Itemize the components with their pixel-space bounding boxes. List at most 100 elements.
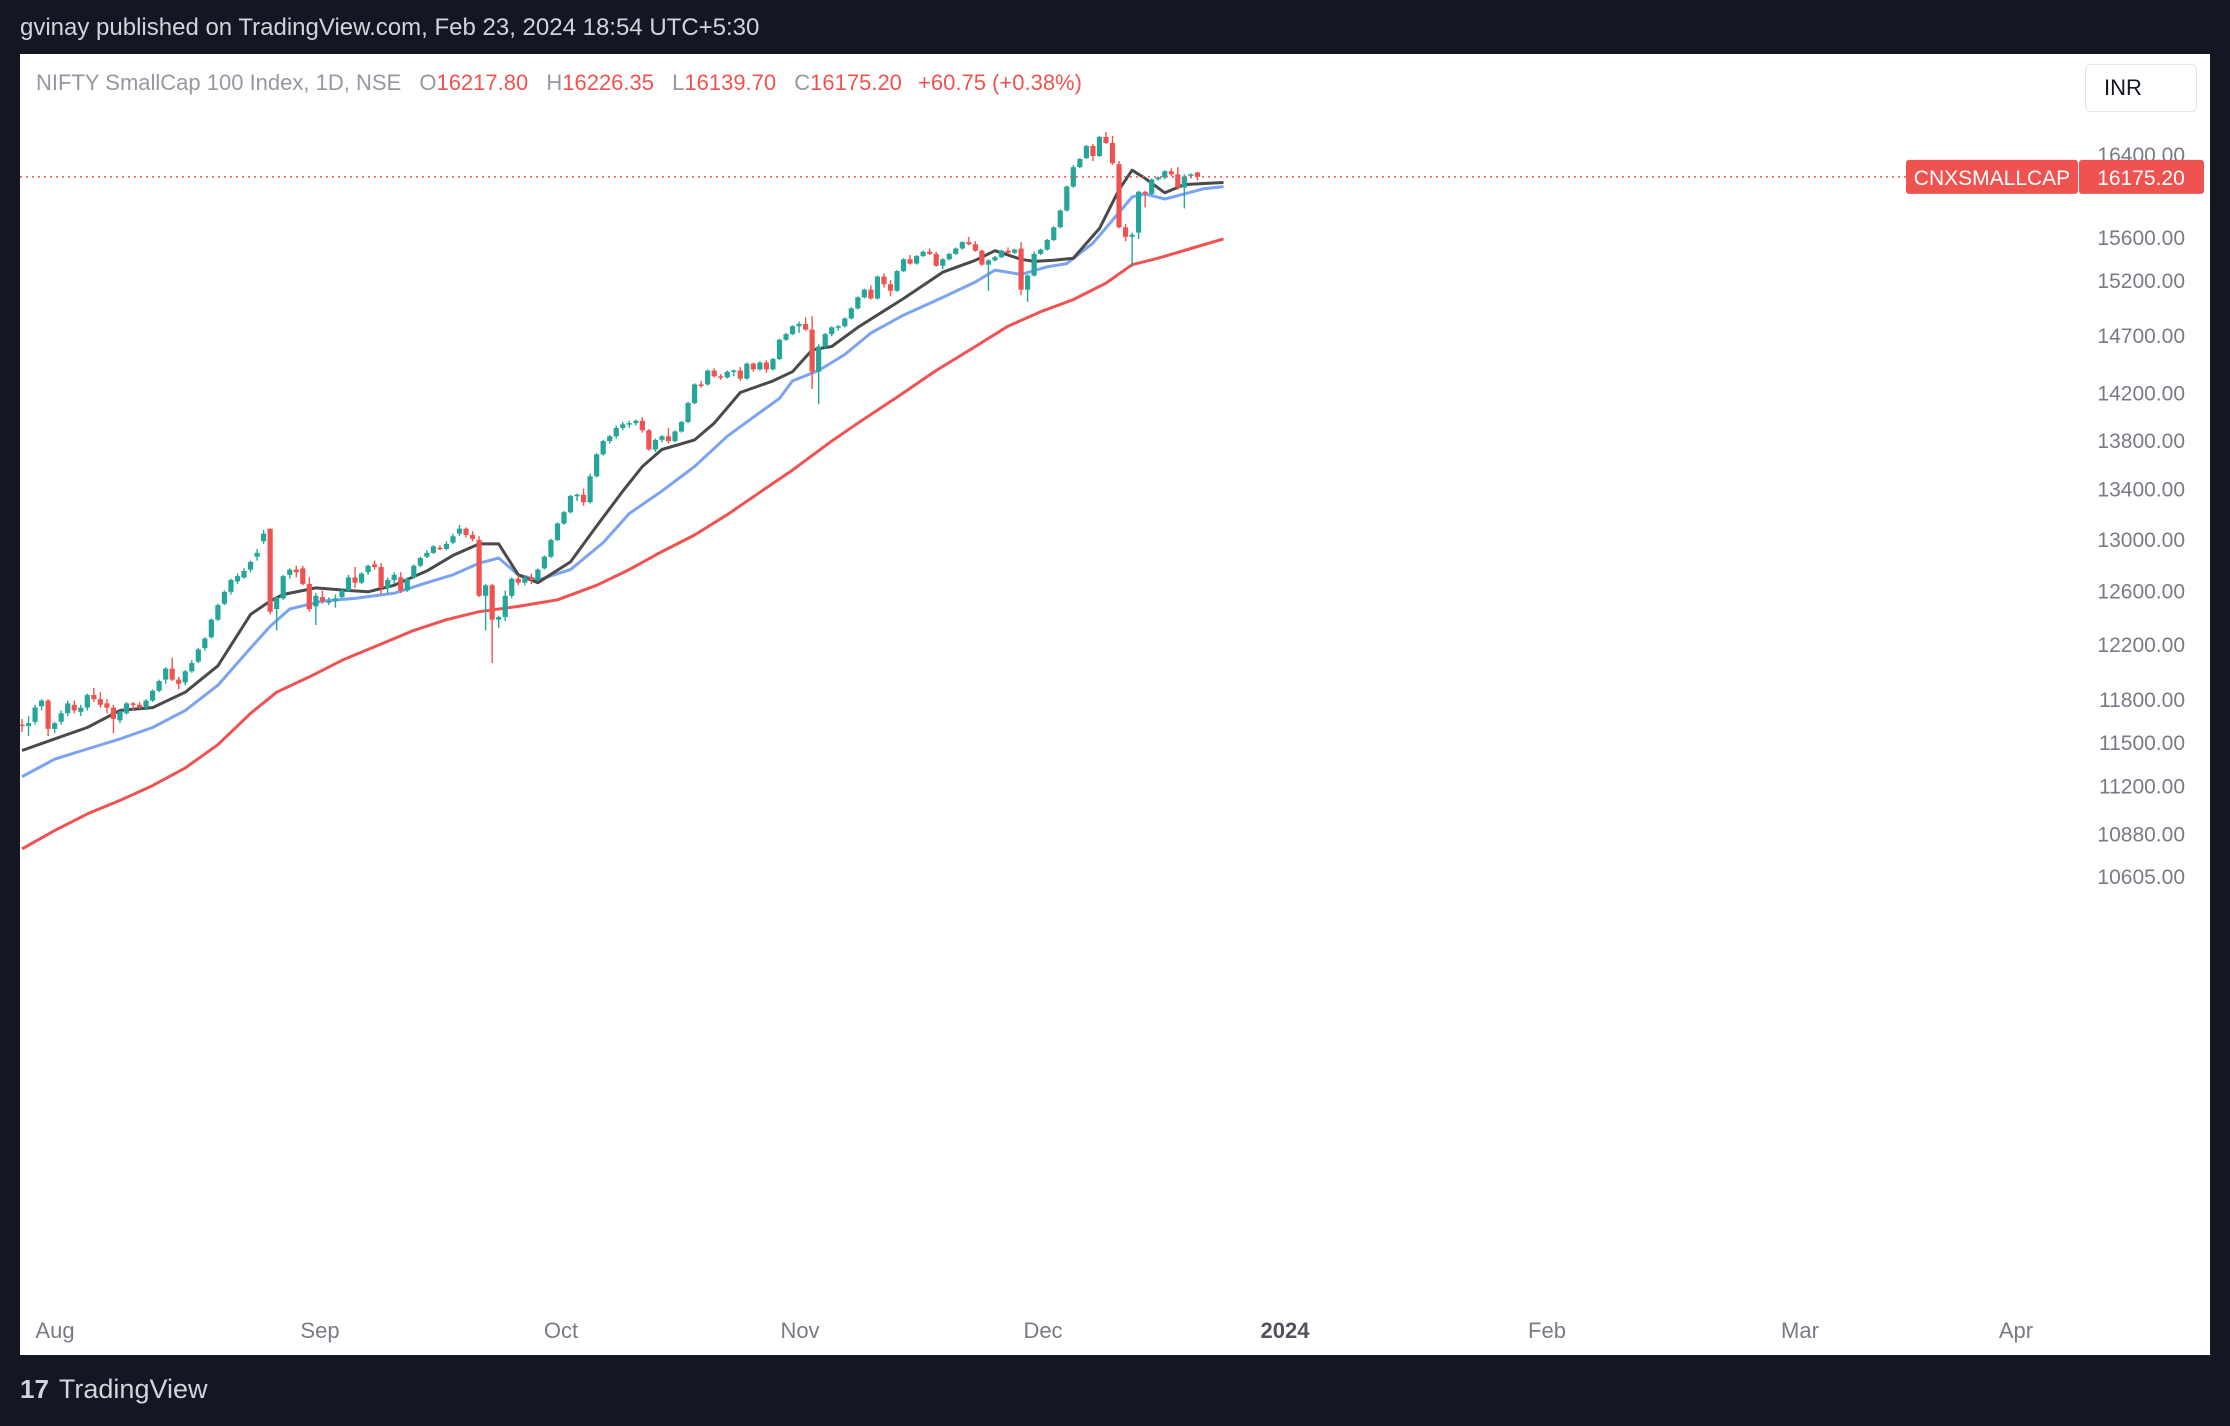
candle[interactable] — [691, 383, 698, 405]
candle[interactable] — [97, 692, 103, 708]
candle[interactable] — [300, 565, 306, 586]
candle[interactable] — [1129, 232, 1135, 267]
candle[interactable] — [783, 332, 789, 341]
candle[interactable] — [378, 563, 384, 595]
candle[interactable] — [502, 590, 508, 622]
candle[interactable] — [404, 577, 410, 592]
candle[interactable] — [548, 538, 554, 558]
candle[interactable] — [104, 699, 110, 714]
candle[interactable] — [816, 344, 822, 405]
candle[interactable] — [1057, 209, 1063, 229]
candle[interactable] — [933, 251, 939, 267]
candle[interactable] — [385, 577, 391, 594]
candle[interactable] — [293, 565, 299, 578]
candle[interactable] — [437, 545, 443, 551]
candle[interactable] — [509, 577, 515, 599]
candle[interactable] — [1038, 248, 1044, 255]
candle[interactable] — [554, 522, 561, 542]
candle[interactable] — [1083, 144, 1089, 160]
candle[interactable] — [580, 488, 587, 506]
candle[interactable] — [424, 550, 430, 558]
candle[interactable] — [1051, 226, 1057, 242]
candle[interactable] — [25, 716, 32, 737]
candle[interactable] — [561, 510, 567, 525]
candle[interactable] — [1077, 158, 1083, 169]
candle[interactable] — [156, 679, 162, 693]
candle[interactable] — [476, 536, 482, 598]
candle[interactable] — [1103, 131, 1109, 144]
candle[interactable] — [1096, 135, 1103, 158]
candle[interactable] — [607, 435, 613, 444]
candle[interactable] — [84, 693, 90, 711]
candle[interactable] — [789, 325, 796, 336]
candle[interactable] — [267, 528, 273, 615]
candle[interactable] — [136, 701, 143, 710]
candle[interactable] — [1109, 135, 1116, 166]
candle[interactable] — [1136, 190, 1142, 239]
candle[interactable] — [117, 710, 123, 724]
candle[interactable] — [1181, 174, 1187, 209]
candle[interactable] — [450, 533, 456, 544]
candle[interactable] — [992, 256, 998, 262]
candle[interactable] — [868, 285, 874, 300]
candle[interactable] — [620, 421, 626, 431]
candle[interactable] — [835, 325, 841, 331]
candle[interactable] — [417, 556, 423, 568]
candle[interactable] — [202, 637, 208, 651]
candle[interactable] — [600, 439, 606, 456]
candle[interactable] — [234, 573, 241, 584]
candle[interactable] — [731, 369, 737, 377]
candle[interactable] — [1175, 167, 1181, 190]
candle[interactable] — [718, 373, 724, 380]
candle[interactable] — [750, 362, 756, 372]
candle[interactable] — [274, 597, 280, 631]
price-chart[interactable]: 16400.0015600.0015200.0014700.0014200.00… — [20, 54, 2210, 1355]
candle[interactable] — [1142, 190, 1148, 208]
candle[interactable] — [672, 430, 678, 443]
candle[interactable] — [861, 288, 867, 299]
candle[interactable] — [443, 541, 450, 551]
candle[interactable] — [724, 370, 730, 379]
candle[interactable] — [130, 701, 136, 711]
candle[interactable] — [1155, 176, 1161, 181]
candle[interactable] — [52, 721, 58, 734]
candle[interactable] — [372, 560, 378, 570]
candle[interactable] — [1064, 185, 1070, 212]
candle[interactable] — [163, 667, 169, 684]
candle[interactable] — [32, 704, 38, 725]
candle[interactable] — [45, 699, 51, 737]
candle[interactable] — [953, 247, 959, 255]
candle[interactable] — [176, 676, 182, 690]
candle[interactable] — [208, 618, 214, 639]
candle[interactable] — [985, 259, 992, 291]
candle[interactable] — [809, 316, 815, 390]
candle[interactable] — [1188, 173, 1194, 179]
candle[interactable] — [319, 590, 325, 604]
candle[interactable] — [626, 420, 632, 428]
candle[interactable] — [998, 249, 1005, 259]
candle[interactable] — [58, 710, 64, 725]
candle[interactable] — [143, 699, 149, 711]
candle[interactable] — [1149, 178, 1155, 195]
candle[interactable] — [78, 704, 84, 717]
candle[interactable] — [900, 258, 907, 273]
candle[interactable] — [940, 258, 946, 269]
candle[interactable] — [705, 369, 711, 386]
candle[interactable] — [567, 494, 574, 514]
candle[interactable] — [365, 564, 371, 575]
candle[interactable] — [1031, 251, 1037, 277]
candle[interactable] — [1044, 238, 1050, 251]
candle[interactable] — [195, 648, 201, 664]
candle[interactable] — [463, 527, 469, 538]
candle[interactable] — [254, 548, 260, 561]
candle[interactable] — [332, 594, 339, 608]
candle[interactable] — [1011, 248, 1018, 254]
candle[interactable] — [280, 574, 286, 600]
candle[interactable] — [1162, 170, 1168, 180]
candle[interactable] — [182, 669, 188, 686]
candle[interactable] — [150, 689, 156, 702]
candle[interactable] — [796, 321, 802, 333]
candle[interactable] — [842, 317, 848, 328]
candle[interactable] — [594, 453, 600, 478]
candle[interactable] — [685, 401, 691, 424]
